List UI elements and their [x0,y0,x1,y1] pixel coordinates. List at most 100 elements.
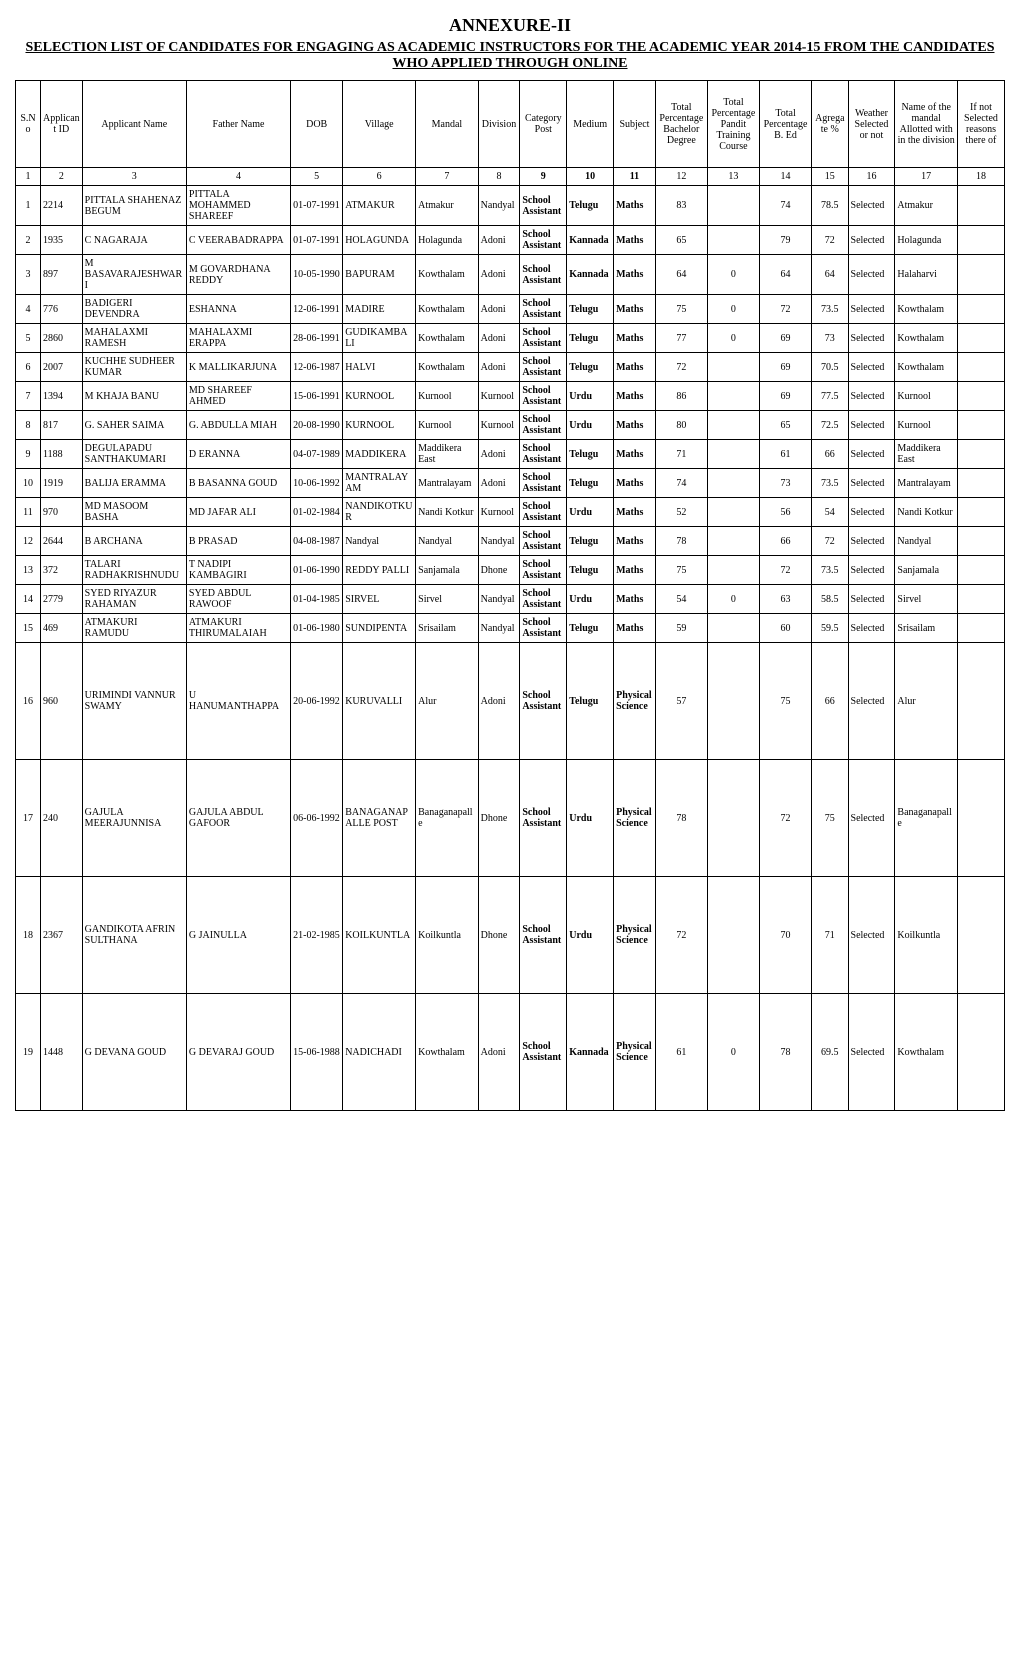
cell-sno: 7 [16,382,41,411]
cell-sel: Selected [848,440,895,469]
cell-subject: Physical Science [614,877,656,994]
cell-medium: Urdu [567,760,614,877]
cell-father: MD SHAREEF AHMED [186,382,290,411]
cell-medium: Kannada [567,255,614,295]
col-header: Total Percentage Bachelor Degree [655,81,707,168]
cell-division: Kurnool [478,411,520,440]
cell-subject: Maths [614,324,656,353]
col-number: 13 [707,168,759,186]
cell-id: 960 [41,643,83,760]
cell-medium: Urdu [567,877,614,994]
cell-sno: 18 [16,877,41,994]
cell-mandal: Kowthalam [416,353,479,382]
cell-pandit [707,469,759,498]
cell-name: ATMAKURI RAMUDU [82,614,186,643]
cell-agg: 58.5 [812,585,848,614]
cell-reason [957,186,1004,226]
cell-sno: 16 [16,643,41,760]
cell-reason [957,295,1004,324]
cell-name: TALARI RADHAKRISHNUDU [82,556,186,585]
cell-name: GAJULA MEERAJUNNISA [82,760,186,877]
cell-allot: Kurnool [895,411,958,440]
cell-mandal: Kowthalam [416,994,479,1111]
table-row: 182367GANDIKOTA AFRIN SULTHANAG JAINULLA… [16,877,1005,994]
cell-name: GANDIKOTA AFRIN SULTHANA [82,877,186,994]
cell-dob: 12-06-1991 [291,295,343,324]
cell-name: BADIGERI DEVENDRA [82,295,186,324]
cell-id: 817 [41,411,83,440]
cell-father: ESHANNA [186,295,290,324]
cell-sel: Selected [848,614,895,643]
cell-post: School Assistant [520,994,567,1111]
cell-bed: 69 [759,382,811,411]
cell-pandit [707,353,759,382]
cell-medium: Urdu [567,411,614,440]
cell-id: 970 [41,498,83,527]
cell-sel: Selected [848,556,895,585]
cell-village: SIRVEL [343,585,416,614]
cell-sel: Selected [848,498,895,527]
cell-bed: 72 [759,295,811,324]
cell-father: K MALLIKARJUNA [186,353,290,382]
col-number: 10 [567,168,614,186]
cell-reason [957,877,1004,994]
cell-subject: Maths [614,614,656,643]
cell-dob: 20-06-1992 [291,643,343,760]
cell-agg: 78.5 [812,186,848,226]
cell-bed: 60 [759,614,811,643]
cell-post: School Assistant [520,440,567,469]
cell-mandal: Kurnool [416,411,479,440]
cell-mandal: Sirvel [416,585,479,614]
col-header: Applicant Name [82,81,186,168]
cell-reason [957,353,1004,382]
cell-sno: 3 [16,255,41,295]
cell-village: MANTRALAYAM [343,469,416,498]
cell-division: Adoni [478,255,520,295]
col-header: Village [343,81,416,168]
cell-allot: Atmakur [895,186,958,226]
cell-bach: 72 [655,877,707,994]
cell-allot: Koilkuntla [895,877,958,994]
cell-medium: Telugu [567,324,614,353]
cell-sel: Selected [848,324,895,353]
cell-bach: 65 [655,226,707,255]
cell-sno: 15 [16,614,41,643]
cell-father: MAHALAXMI ERAPPA [186,324,290,353]
cell-agg: 54 [812,498,848,527]
cell-bed: 73 [759,469,811,498]
cell-mandal: Alur [416,643,479,760]
cell-mandal: Atmakur [416,186,479,226]
cell-pandit [707,614,759,643]
cell-bed: 75 [759,643,811,760]
col-header: Subject [614,81,656,168]
col-header: Father Name [186,81,290,168]
cell-agg: 73.5 [812,295,848,324]
cell-reason [957,440,1004,469]
cell-bed: 65 [759,411,811,440]
cell-dob: 04-07-1989 [291,440,343,469]
cell-dob: 21-02-1985 [291,877,343,994]
selection-table: S.NoApplicant IDApplicant NameFather Nam… [15,80,1005,1111]
cell-allot: Sanjamala [895,556,958,585]
cell-sno: 2 [16,226,41,255]
cell-name: BALIJA ERAMMA [82,469,186,498]
cell-sno: 6 [16,353,41,382]
cell-sel: Selected [848,760,895,877]
table-row: 16960URIMINDI VANNUR SWAMYU HANUMANTHAPP… [16,643,1005,760]
col-number: 9 [520,168,567,186]
cell-division: Adoni [478,643,520,760]
cell-sel: Selected [848,255,895,295]
cell-division: Adoni [478,440,520,469]
cell-id: 1919 [41,469,83,498]
cell-name: M BASAVARAJESHWARI [82,255,186,295]
cell-reason [957,498,1004,527]
cell-medium: Urdu [567,585,614,614]
cell-pandit [707,527,759,556]
cell-post: School Assistant [520,353,567,382]
cell-agg: 69.5 [812,994,848,1111]
cell-division: Adoni [478,994,520,1111]
cell-pandit [707,643,759,760]
cell-allot: Holagunda [895,226,958,255]
cell-pandit: 0 [707,585,759,614]
cell-pandit [707,411,759,440]
